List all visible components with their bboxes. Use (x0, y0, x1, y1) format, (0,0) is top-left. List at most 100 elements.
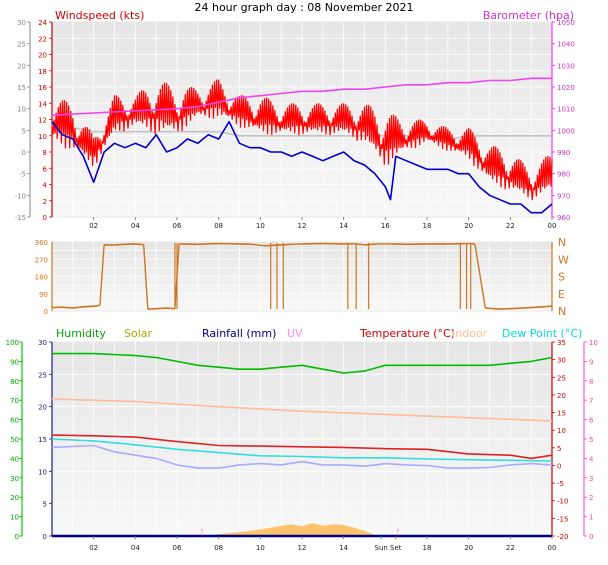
chart-title: 24 hour graph day : 08 November 2021 (194, 1, 413, 14)
x-tick-label: 14 (339, 544, 348, 552)
direction-tick-label: 270 (35, 256, 48, 264)
outer-left-tick-label: 10 (17, 106, 26, 114)
uv-tick-label: 9 (589, 358, 593, 366)
uv-tick-label: 1 (589, 514, 593, 522)
temperature-right-tick-label: 30 (557, 357, 566, 365)
temperature-left-tick-label: 0 (43, 533, 47, 541)
x-tick-label: 18 (423, 222, 432, 230)
temperature-left-tick-label: 25 (38, 371, 47, 379)
temperature-right-tick-label: 20 (557, 392, 566, 400)
direction-trace (179, 244, 252, 245)
outer-left-tick-label: 15 (17, 84, 26, 92)
humidity-tick-label: 50 (10, 436, 19, 444)
windspeed-tick-label: 2 (43, 198, 47, 206)
humidity-tick-label: 40 (10, 455, 19, 463)
x-tick-label: 12 (298, 222, 307, 230)
barometer-tick-label: 1000 (557, 127, 575, 135)
legend-entry: Dew Point (°C) (502, 327, 582, 340)
humidity-tick-label: 80 (10, 378, 19, 386)
direction-tick-label: 180 (35, 274, 48, 282)
windspeed-tick-label: 18 (38, 68, 47, 76)
temperature-right-tick-label: 25 (557, 374, 566, 382)
barometer-axis-title: Barometer (hpa) (483, 9, 574, 22)
direction-trace (392, 244, 475, 245)
x-tick-label: 10 (256, 222, 265, 230)
temperature-right-tick-label: -20 (557, 533, 568, 541)
x-tick-label: Sun (375, 544, 388, 552)
x-tick-label: 00 (548, 544, 557, 552)
temperature-left-tick-label: 20 (38, 404, 47, 412)
windspeed-tick-label: 4 (43, 182, 48, 190)
legend-entry: Temperature (°C) (359, 327, 455, 340)
humidity-tick-label: 20 (10, 494, 19, 502)
direction-tick-label: 90 (39, 291, 48, 299)
temperature-right-tick-label: -10 (557, 498, 568, 506)
outer-left-tick-label: 20 (17, 62, 26, 70)
legend-entry: Solar (124, 327, 153, 340)
legend-entry: Indoor (452, 327, 488, 340)
temperature-right-tick-label: 15 (557, 410, 566, 418)
legend-entry: Rainfall (mm) (202, 327, 276, 340)
x-tick-label: 16 (381, 222, 390, 230)
x-tick-label: 10 (256, 544, 265, 552)
windspeed-tick-label: 12 (38, 117, 47, 125)
humidity-tick-label: 60 (10, 417, 19, 425)
windspeed-tick-label: 20 (38, 52, 47, 60)
humidity-tick-label: 100 (6, 339, 19, 347)
temperature-right-tick-label: 5 (557, 445, 561, 453)
x-tick-label: 20 (464, 544, 473, 552)
barometer-tick-label: 1020 (557, 84, 575, 92)
windspeed-tick-label: 8 (43, 149, 47, 157)
x-tick-label: 04 (131, 222, 140, 230)
uv-tick-label: 6 (589, 417, 594, 425)
outer-left-tick-label: 30 (17, 19, 26, 27)
legend-entry: Humidity (56, 327, 106, 340)
barometer-tick-label: 970 (557, 192, 570, 200)
humidity-tick-label: 10 (10, 514, 19, 522)
x-tick-label: 12 (298, 544, 307, 552)
compass-label: N (558, 236, 566, 249)
uv-tick-label: 2 (589, 494, 593, 502)
temperature-right-tick-label: 0 (557, 462, 561, 470)
windspeed-axis-title: Windspeed (kts) (55, 9, 144, 22)
x-tick-label: 20 (464, 222, 473, 230)
x-tick-label: 14 (339, 222, 348, 230)
x-tick-label: 06 (173, 222, 182, 230)
x-tick-label: 22 (506, 222, 515, 230)
uv-tick-label: 7 (589, 397, 593, 405)
compass-label: E (558, 288, 565, 301)
uv-tick-label: 3 (589, 475, 593, 483)
windspeed-tick-label: 22 (38, 35, 47, 43)
temperature-right-tick-label: 10 (557, 427, 566, 435)
outer-left-tick-label: -5 (19, 171, 26, 179)
humidity-tick-label: 0 (15, 533, 19, 541)
windspeed-tick-label: 16 (38, 84, 47, 92)
uv-tick-label: 8 (589, 378, 593, 386)
temperature-right-tick-label: -15 (557, 515, 568, 523)
humidity-tick-label: 70 (10, 397, 19, 405)
legend-entry: UV (287, 327, 303, 340)
outer-left-tick-label: 25 (17, 41, 26, 49)
barometer-tick-label: 1040 (557, 41, 575, 49)
uv-tick-label: 10 (589, 339, 598, 347)
windspeed-tick-label: 0 (43, 214, 47, 222)
windspeed-tick-label: 10 (38, 133, 47, 141)
temperature-left-tick-label: 5 (43, 501, 47, 509)
barometer-tick-label: 980 (557, 171, 570, 179)
temperature-right-tick-label: 35 (557, 339, 566, 347)
temperature-left-tick-label: 30 (38, 339, 47, 347)
direction-trace (148, 308, 175, 309)
direction-tick-label: 360 (35, 239, 48, 247)
barometer-tick-label: 990 (557, 149, 570, 157)
x-tick-label: 04 (131, 544, 140, 552)
compass-label: S (558, 271, 565, 284)
windspeed-tick-label: 14 (38, 100, 47, 108)
outer-left-tick-label: 5 (22, 127, 26, 135)
x-tick-label: 02 (89, 222, 98, 230)
x-tick-label: 02 (89, 544, 98, 552)
compass-label: W (558, 253, 569, 266)
x-tick-label: 00 (548, 222, 557, 230)
outer-left-tick-label: -15 (15, 214, 26, 222)
